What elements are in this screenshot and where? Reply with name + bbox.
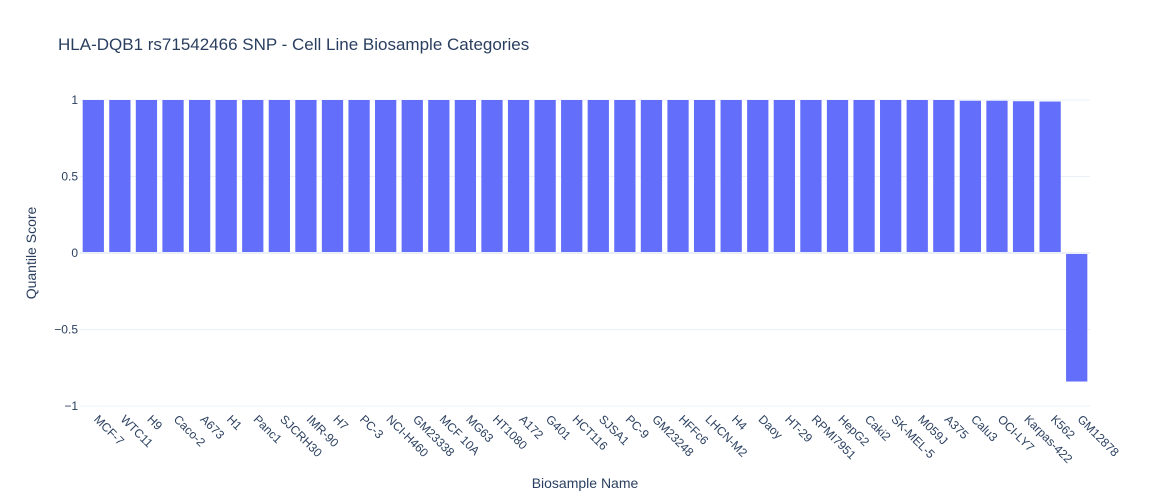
bar-h4[interactable] — [720, 100, 742, 253]
bar-panc1[interactable] — [242, 100, 264, 253]
bar-nci-h460[interactable] — [375, 100, 397, 253]
bar-g401[interactable] — [534, 100, 556, 253]
bar-h7[interactable] — [321, 100, 344, 253]
bar-gm23248[interactable] — [640, 100, 663, 253]
bar-h1[interactable] — [215, 100, 237, 253]
bar-daoy[interactable] — [747, 100, 769, 253]
bar-sk-mel-5[interactable] — [880, 100, 902, 253]
bar-mg63[interactable] — [454, 100, 477, 253]
x-tick-label: HT-29 — [782, 412, 815, 445]
bar-caki2[interactable] — [853, 100, 875, 253]
x-tick-label: H4 — [729, 412, 750, 433]
bar-k562[interactable] — [1039, 101, 1061, 253]
x-tick-label: Calu3 — [968, 412, 1000, 444]
bar-m059j[interactable] — [906, 100, 928, 253]
bar-oci-ly7[interactable] — [986, 100, 1008, 253]
bar-pc-9[interactable] — [614, 100, 636, 253]
x-tick-label: G401 — [543, 412, 574, 443]
bar-gm12878[interactable] — [1066, 253, 1088, 382]
y-tick-label: −0.5 — [54, 323, 78, 337]
chart-title: HLA-DQB1 rs71542466 SNP - Cell Line Bios… — [58, 35, 529, 54]
bar-h9[interactable] — [135, 100, 158, 253]
bar-calu3[interactable] — [959, 100, 982, 253]
y-axis-title: Quantile Score — [23, 206, 39, 299]
bar-hepg2[interactable] — [826, 100, 849, 253]
x-tick-label: GM12878 — [1075, 412, 1122, 459]
y-tick-label: 0 — [71, 246, 78, 260]
bar-gm23338[interactable] — [401, 100, 423, 253]
bar-ht-29[interactable] — [773, 100, 795, 253]
bar-ht1080[interactable] — [481, 100, 503, 253]
y-tick-label: −1 — [64, 399, 78, 413]
y-axis-ticks: 1 0.5 0 −0.5 −1 — [54, 93, 78, 413]
bar-lhcn-m2[interactable] — [693, 100, 716, 253]
x-tick-label: H7 — [330, 412, 351, 433]
bar-imr-90[interactable] — [295, 100, 317, 253]
x-tick-label: Panc1 — [251, 412, 285, 446]
x-tick-label: PC-3 — [357, 412, 386, 441]
bar-rpmi7951[interactable] — [800, 100, 822, 253]
bar-mcf-10a[interactable] — [428, 100, 450, 253]
bar-wtc11[interactable] — [109, 100, 131, 253]
bar-hffc6[interactable] — [667, 100, 689, 253]
bar-sjcrh30[interactable] — [268, 100, 290, 253]
y-tick-label: 0.5 — [61, 170, 78, 184]
x-axis-title: Biosample Name — [532, 475, 639, 491]
bar-a375[interactable] — [933, 100, 955, 253]
bar-hct116[interactable] — [561, 100, 583, 253]
bar-sjsa1[interactable] — [587, 100, 609, 253]
y-tick-label: 1 — [71, 93, 78, 107]
bar-a673[interactable] — [188, 100, 211, 253]
bars — [82, 100, 1088, 382]
bar-pc-3[interactable] — [348, 100, 370, 253]
x-tick-label: H1 — [224, 412, 245, 433]
bar-a172[interactable] — [507, 100, 530, 253]
bar-mcf-7[interactable] — [82, 100, 104, 253]
x-tick-label: H9 — [144, 412, 165, 433]
bar-karpas-422[interactable] — [1012, 101, 1035, 253]
x-tick-label: Daoy — [756, 412, 786, 442]
bar-caco-2[interactable] — [162, 100, 184, 253]
